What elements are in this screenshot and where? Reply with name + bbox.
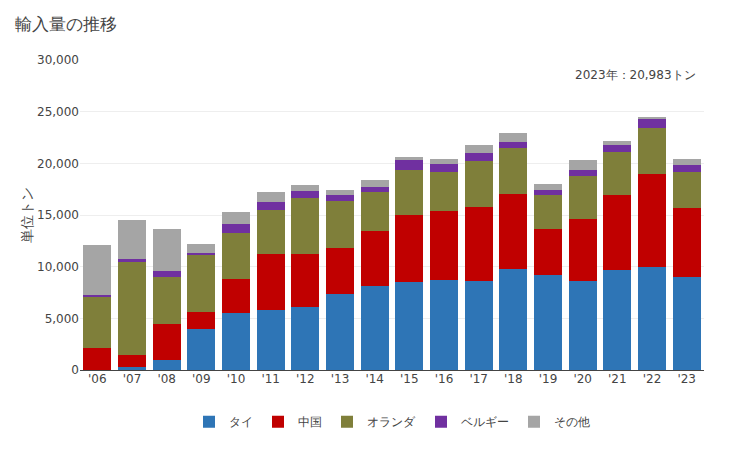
svg-text:'21: '21 [608, 372, 627, 386]
svg-text:'16: '16 [435, 372, 454, 386]
svg-text:'18: '18 [504, 372, 523, 386]
svg-text:'19: '19 [539, 372, 558, 386]
svg-text:'10: '10 [227, 372, 246, 386]
svg-text:5,000: 5,000 [45, 312, 79, 326]
svg-text:'14: '14 [365, 372, 384, 386]
svg-text:0: 0 [71, 363, 79, 377]
svg-text:'11: '11 [261, 372, 280, 386]
svg-text:'17: '17 [469, 372, 488, 386]
svg-text:ベルギー: ベルギー [461, 415, 509, 429]
svg-text:'23: '23 [677, 372, 696, 386]
svg-text:'09: '09 [192, 372, 211, 386]
svg-text:25,000: 25,000 [37, 105, 79, 119]
svg-text:'07: '07 [123, 372, 142, 386]
svg-text:輸入量の推移: 輸入量の推移 [15, 14, 117, 34]
svg-text:中国: 中国 [298, 415, 322, 429]
svg-text:20,000: 20,000 [37, 157, 79, 171]
svg-text:オランダ: オランダ [367, 415, 416, 429]
svg-text:タイ: タイ [229, 415, 253, 429]
svg-text:15,000: 15,000 [37, 208, 79, 222]
svg-text:'22: '22 [643, 372, 662, 386]
svg-text:'06: '06 [88, 372, 107, 386]
svg-text:'20: '20 [573, 372, 592, 386]
svg-text:2023年：20,983トン: 2023年：20,983トン [575, 68, 696, 82]
svg-text:'12: '12 [296, 372, 315, 386]
svg-text:10,000: 10,000 [37, 260, 79, 274]
svg-text:'13: '13 [331, 372, 350, 386]
svg-text:その他: その他 [554, 415, 590, 429]
svg-text:'08: '08 [157, 372, 176, 386]
svg-text:単位トン: 単位トン [19, 187, 35, 243]
svg-text:30,000: 30,000 [37, 53, 79, 67]
svg-text:'15: '15 [400, 372, 419, 386]
